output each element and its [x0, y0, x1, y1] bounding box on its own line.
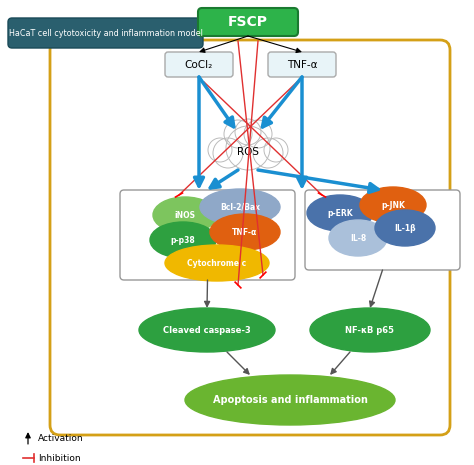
FancyBboxPatch shape: [120, 190, 295, 280]
Text: p-JNK: p-JNK: [381, 200, 405, 210]
Text: HaCaT cell cytotoxicity and inflammation model: HaCaT cell cytotoxicity and inflammation…: [9, 28, 202, 38]
Ellipse shape: [360, 187, 426, 223]
Circle shape: [226, 126, 270, 170]
FancyBboxPatch shape: [305, 190, 460, 270]
FancyBboxPatch shape: [8, 18, 203, 48]
Text: TNF-α: TNF-α: [232, 227, 258, 237]
Ellipse shape: [310, 308, 430, 352]
Ellipse shape: [329, 220, 387, 256]
Text: Inhibition: Inhibition: [38, 453, 81, 463]
Ellipse shape: [150, 222, 216, 258]
Text: Apoptosis and inflammation: Apoptosis and inflammation: [212, 395, 367, 405]
Text: Cytochrome c: Cytochrome c: [187, 259, 246, 267]
Ellipse shape: [200, 189, 280, 225]
Text: Activation: Activation: [38, 433, 83, 443]
Ellipse shape: [139, 308, 275, 352]
Text: Cleaved caspase-3: Cleaved caspase-3: [163, 326, 251, 334]
Text: Bcl-2/Bax: Bcl-2/Bax: [220, 202, 260, 212]
Text: ROS: ROS: [237, 147, 259, 157]
Circle shape: [208, 138, 232, 162]
Ellipse shape: [210, 214, 280, 250]
FancyBboxPatch shape: [268, 52, 336, 77]
Ellipse shape: [307, 195, 373, 231]
Circle shape: [224, 120, 252, 148]
Text: IL-1β: IL-1β: [394, 224, 416, 232]
Text: TNF-α: TNF-α: [287, 60, 317, 69]
Text: iNOS: iNOS: [174, 211, 195, 219]
Circle shape: [213, 138, 243, 168]
Text: p-ERK: p-ERK: [327, 208, 353, 218]
FancyBboxPatch shape: [165, 52, 233, 77]
Circle shape: [244, 120, 272, 148]
Circle shape: [264, 138, 288, 162]
Text: FSCP: FSCP: [228, 15, 268, 29]
Text: p-p38: p-p38: [171, 235, 195, 245]
Text: IL-8: IL-8: [350, 233, 366, 243]
Ellipse shape: [375, 210, 435, 246]
Ellipse shape: [165, 245, 269, 281]
Ellipse shape: [185, 375, 395, 425]
Circle shape: [253, 138, 283, 168]
FancyBboxPatch shape: [198, 8, 298, 36]
Circle shape: [235, 119, 261, 145]
Text: CoCl₂: CoCl₂: [185, 60, 213, 69]
Text: NF-κB p65: NF-κB p65: [346, 326, 394, 334]
Ellipse shape: [153, 197, 217, 233]
